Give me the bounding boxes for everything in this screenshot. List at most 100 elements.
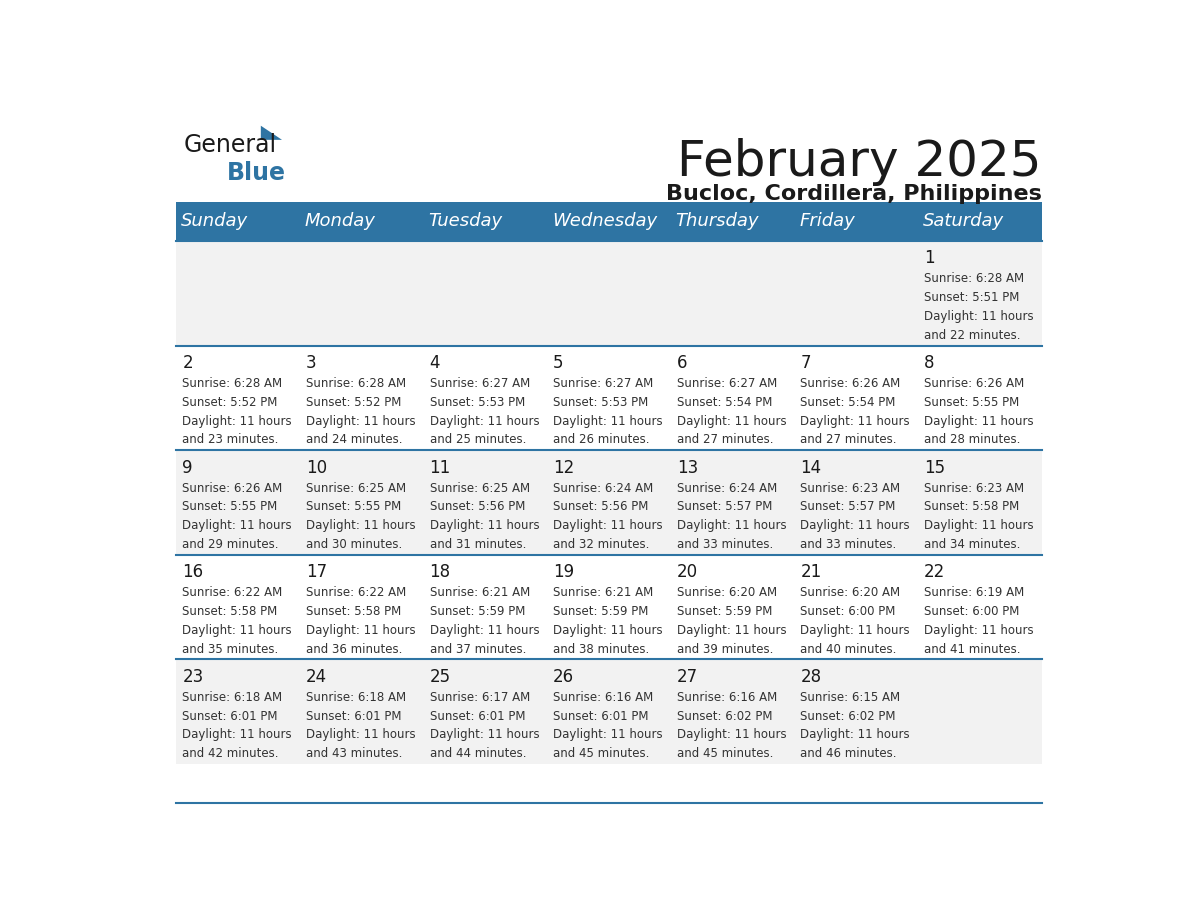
Text: Sunset: 5:57 PM: Sunset: 5:57 PM	[801, 500, 896, 513]
Text: Sunrise: 6:23 AM: Sunrise: 6:23 AM	[801, 482, 901, 495]
Text: and 45 minutes.: and 45 minutes.	[554, 747, 650, 760]
Text: and 37 minutes.: and 37 minutes.	[430, 643, 526, 655]
Text: Sunrise: 6:25 AM: Sunrise: 6:25 AM	[307, 482, 406, 495]
Text: 11: 11	[430, 458, 450, 476]
Text: Daylight: 11 hours: Daylight: 11 hours	[554, 415, 663, 428]
Text: 4: 4	[430, 354, 440, 372]
Text: 16: 16	[182, 563, 203, 581]
Text: and 40 minutes.: and 40 minutes.	[801, 643, 897, 655]
Text: Sunset: 5:55 PM: Sunset: 5:55 PM	[307, 500, 402, 513]
Text: Daylight: 11 hours: Daylight: 11 hours	[677, 624, 786, 637]
Text: Daylight: 11 hours: Daylight: 11 hours	[182, 624, 292, 637]
Text: and 38 minutes.: and 38 minutes.	[554, 643, 650, 655]
Text: and 27 minutes.: and 27 minutes.	[801, 433, 897, 446]
Text: Daylight: 11 hours: Daylight: 11 hours	[307, 520, 416, 532]
Text: and 35 minutes.: and 35 minutes.	[182, 643, 278, 655]
Text: Sunrise: 6:26 AM: Sunrise: 6:26 AM	[924, 377, 1024, 390]
Text: Sunrise: 6:18 AM: Sunrise: 6:18 AM	[182, 690, 283, 704]
Text: 13: 13	[677, 458, 699, 476]
Text: 9: 9	[182, 458, 192, 476]
Text: Daylight: 11 hours: Daylight: 11 hours	[924, 310, 1034, 323]
Text: 6: 6	[677, 354, 688, 372]
Text: and 42 minutes.: and 42 minutes.	[182, 747, 279, 760]
Text: and 46 minutes.: and 46 minutes.	[801, 747, 897, 760]
Text: Sunset: 5:59 PM: Sunset: 5:59 PM	[677, 605, 772, 618]
Text: Sunset: 5:54 PM: Sunset: 5:54 PM	[677, 396, 772, 409]
Text: 10: 10	[307, 458, 327, 476]
Text: and 23 minutes.: and 23 minutes.	[182, 433, 279, 446]
Text: 24: 24	[307, 667, 327, 686]
Bar	[176, 241, 1042, 345]
Text: Daylight: 11 hours: Daylight: 11 hours	[924, 624, 1034, 637]
Text: Sunrise: 6:17 AM: Sunrise: 6:17 AM	[430, 690, 530, 704]
Text: Daylight: 11 hours: Daylight: 11 hours	[182, 520, 292, 532]
Text: Sunset: 5:52 PM: Sunset: 5:52 PM	[182, 396, 278, 409]
Text: and 22 minutes.: and 22 minutes.	[924, 329, 1020, 341]
Text: Sunset: 5:58 PM: Sunset: 5:58 PM	[182, 605, 278, 618]
Text: Sunrise: 6:22 AM: Sunrise: 6:22 AM	[307, 587, 406, 599]
Text: Sunrise: 6:27 AM: Sunrise: 6:27 AM	[554, 377, 653, 390]
Text: Friday: Friday	[800, 212, 855, 230]
Bar	[176, 450, 1042, 554]
Text: Sunset: 6:01 PM: Sunset: 6:01 PM	[430, 710, 525, 722]
Text: and 36 minutes.: and 36 minutes.	[307, 643, 403, 655]
Text: Bucloc, Cordillera, Philippines: Bucloc, Cordillera, Philippines	[665, 185, 1042, 205]
Text: Sunset: 5:57 PM: Sunset: 5:57 PM	[677, 500, 772, 513]
Text: Sunrise: 6:26 AM: Sunrise: 6:26 AM	[801, 377, 901, 390]
Text: Sunrise: 6:26 AM: Sunrise: 6:26 AM	[182, 482, 283, 495]
Text: Sunday: Sunday	[181, 212, 248, 230]
Text: Sunrise: 6:20 AM: Sunrise: 6:20 AM	[677, 587, 777, 599]
Text: 22: 22	[924, 563, 946, 581]
Text: and 24 minutes.: and 24 minutes.	[307, 433, 403, 446]
Text: Sunset: 6:01 PM: Sunset: 6:01 PM	[307, 710, 402, 722]
Text: 7: 7	[801, 354, 811, 372]
Text: Sunrise: 6:28 AM: Sunrise: 6:28 AM	[924, 273, 1024, 285]
Text: Sunset: 5:55 PM: Sunset: 5:55 PM	[924, 396, 1019, 409]
Text: Sunrise: 6:21 AM: Sunrise: 6:21 AM	[554, 587, 653, 599]
Text: Daylight: 11 hours: Daylight: 11 hours	[307, 624, 416, 637]
Text: Blue: Blue	[227, 161, 286, 185]
Bar	[176, 554, 1042, 659]
Text: Daylight: 11 hours: Daylight: 11 hours	[801, 520, 910, 532]
Text: Daylight: 11 hours: Daylight: 11 hours	[801, 729, 910, 742]
Text: Sunrise: 6:15 AM: Sunrise: 6:15 AM	[801, 690, 901, 704]
Text: Sunset: 6:02 PM: Sunset: 6:02 PM	[801, 710, 896, 722]
Text: General: General	[183, 133, 277, 157]
Text: and 44 minutes.: and 44 minutes.	[430, 747, 526, 760]
Text: and 34 minutes.: and 34 minutes.	[924, 538, 1020, 551]
Text: Daylight: 11 hours: Daylight: 11 hours	[307, 729, 416, 742]
Text: 17: 17	[307, 563, 327, 581]
Text: and 25 minutes.: and 25 minutes.	[430, 433, 526, 446]
Text: Sunset: 6:02 PM: Sunset: 6:02 PM	[677, 710, 772, 722]
Text: Sunset: 5:56 PM: Sunset: 5:56 PM	[430, 500, 525, 513]
Text: Sunset: 5:54 PM: Sunset: 5:54 PM	[801, 396, 896, 409]
Text: Sunset: 5:51 PM: Sunset: 5:51 PM	[924, 291, 1019, 304]
Text: Wednesday: Wednesday	[552, 212, 657, 230]
Text: and 28 minutes.: and 28 minutes.	[924, 433, 1020, 446]
Text: and 30 minutes.: and 30 minutes.	[307, 538, 403, 551]
Text: Daylight: 11 hours: Daylight: 11 hours	[801, 624, 910, 637]
Bar	[176, 202, 1042, 241]
Text: Daylight: 11 hours: Daylight: 11 hours	[182, 415, 292, 428]
Text: Daylight: 11 hours: Daylight: 11 hours	[430, 729, 539, 742]
Text: 20: 20	[677, 563, 699, 581]
Text: Sunset: 6:00 PM: Sunset: 6:00 PM	[924, 605, 1019, 618]
Text: Sunrise: 6:25 AM: Sunrise: 6:25 AM	[430, 482, 530, 495]
Text: 21: 21	[801, 563, 822, 581]
Text: and 33 minutes.: and 33 minutes.	[801, 538, 897, 551]
Text: Sunset: 5:58 PM: Sunset: 5:58 PM	[307, 605, 402, 618]
Text: 28: 28	[801, 667, 822, 686]
Text: February 2025: February 2025	[677, 139, 1042, 186]
Text: Sunset: 5:58 PM: Sunset: 5:58 PM	[924, 500, 1019, 513]
Text: Sunrise: 6:23 AM: Sunrise: 6:23 AM	[924, 482, 1024, 495]
Text: and 39 minutes.: and 39 minutes.	[677, 643, 773, 655]
Text: 26: 26	[554, 667, 574, 686]
Text: Daylight: 11 hours: Daylight: 11 hours	[182, 729, 292, 742]
Text: Sunset: 5:55 PM: Sunset: 5:55 PM	[182, 500, 278, 513]
Text: Daylight: 11 hours: Daylight: 11 hours	[677, 415, 786, 428]
Text: 27: 27	[677, 667, 699, 686]
Text: 15: 15	[924, 458, 946, 476]
Text: Sunrise: 6:20 AM: Sunrise: 6:20 AM	[801, 587, 901, 599]
Text: Daylight: 11 hours: Daylight: 11 hours	[430, 624, 539, 637]
Text: 18: 18	[430, 563, 450, 581]
